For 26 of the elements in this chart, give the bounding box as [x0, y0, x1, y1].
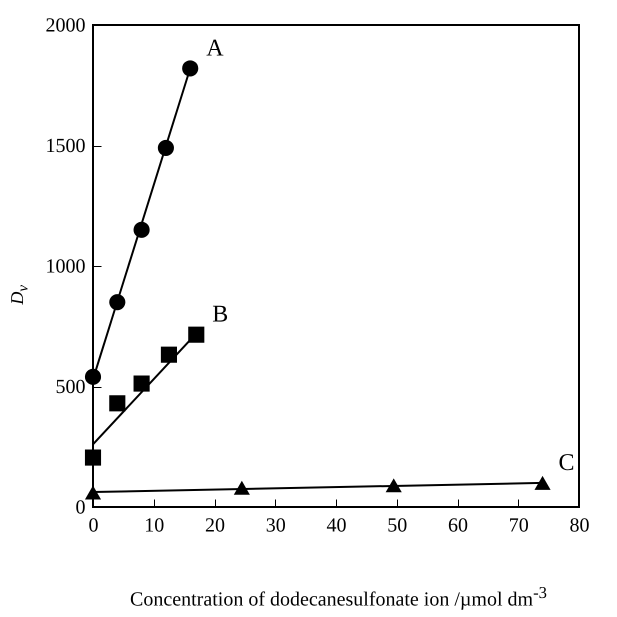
point	[182, 60, 198, 76]
x-axis-title: Concentration of dodecanesulfonate ion /µmol dm$^{-3}$	[129, 583, 548, 612]
x-tick-label: 20	[205, 514, 225, 536]
point	[134, 376, 150, 392]
point	[84, 368, 102, 385]
y-tick-label: 500	[56, 376, 86, 398]
x-tick-label: 60	[448, 514, 468, 536]
series-label: B	[212, 302, 228, 328]
point	[109, 395, 126, 412]
y-tick-label: 1000	[46, 256, 86, 278]
y-tick-label: 0	[76, 496, 86, 518]
y-tick-label: 1500	[46, 135, 86, 157]
y-tick-label: 2000	[46, 14, 86, 36]
x-tick-label: 70	[508, 514, 529, 536]
point	[84, 450, 102, 466]
x-tick-label: 80	[570, 514, 590, 536]
point	[84, 486, 102, 500]
point	[160, 346, 177, 363]
series-label: A	[206, 35, 224, 62]
x-tick-label: 40	[326, 514, 346, 536]
series-label: C	[558, 450, 575, 476]
x-tick-label: 30	[266, 514, 286, 536]
point	[534, 476, 551, 490]
point	[188, 326, 204, 343]
x-tick-label: 50	[387, 514, 408, 536]
x-tick-label: 10	[144, 514, 164, 536]
